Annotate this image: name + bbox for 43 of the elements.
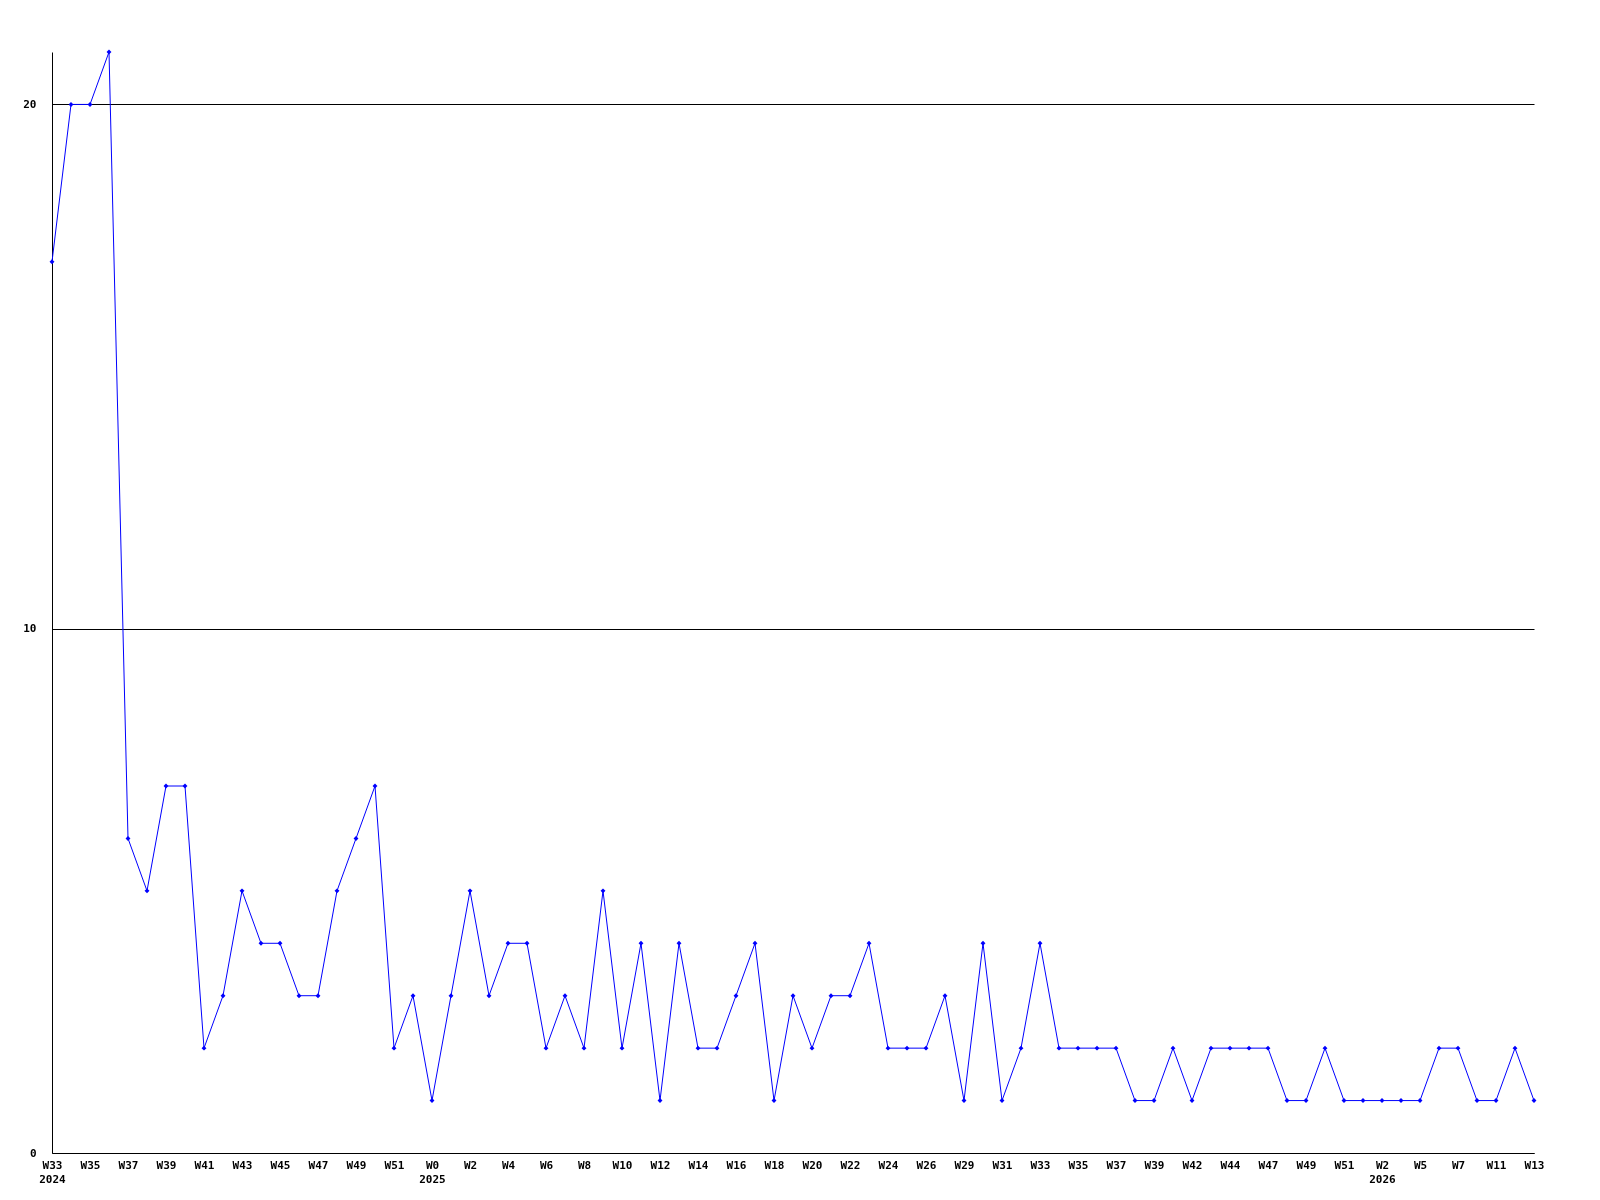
x-tick-label: W7	[1451, 1158, 1466, 1172]
x-tick-label: W42	[1182, 1158, 1203, 1172]
x-tick-label: W24	[878, 1158, 899, 1172]
y-tick-label: 0	[29, 1146, 37, 1160]
y-tick-label: 10	[23, 622, 37, 636]
x-tick-label: W41	[194, 1158, 215, 1172]
x-tick-label: W39	[1144, 1158, 1165, 1172]
x-tick-label: W22	[840, 1158, 861, 1172]
x-tick-label: W12	[650, 1158, 671, 1172]
x-tick-label: W49	[346, 1158, 367, 1172]
x-tick-label: W47	[308, 1158, 329, 1172]
x-tick-label: W11	[1486, 1158, 1507, 1172]
x-tick-label: W29	[954, 1158, 975, 1172]
x-tick-label: W26	[916, 1158, 937, 1172]
x-tick-label: W35	[1068, 1158, 1089, 1172]
x-tick-label: W37	[1106, 1158, 1127, 1172]
x-tick-label: W51	[384, 1158, 405, 1172]
x-tick-label: W18	[764, 1158, 785, 1172]
y-tick-label: 20	[23, 97, 37, 111]
x-tick-label: W43	[232, 1158, 253, 1172]
x-tick-label: W45	[270, 1158, 291, 1172]
x-tick-label: W37	[118, 1158, 139, 1172]
x-tick-label: W6	[539, 1158, 554, 1172]
x-tick-label: W33	[1030, 1158, 1051, 1172]
x-tick-label: W51	[1334, 1158, 1355, 1172]
x-tick-label: W39	[156, 1158, 177, 1172]
x-tick-label: W13	[1524, 1158, 1545, 1172]
x-tick-label: W47	[1258, 1158, 1279, 1172]
x-tick-label: W5	[1413, 1158, 1428, 1172]
x-tick-label: W10	[612, 1158, 633, 1172]
x-tick-label: W14	[688, 1158, 709, 1172]
x-tick-label: W16	[726, 1158, 747, 1172]
x-tick-label: W4	[501, 1158, 516, 1172]
x-tick-label: W35	[80, 1158, 101, 1172]
x-tick-label: W49	[1296, 1158, 1317, 1172]
x-tick-label: W20	[802, 1158, 823, 1172]
x-tick-label: W8	[577, 1158, 592, 1172]
x-tick-label: W33 2024	[39, 1158, 67, 1186]
x-tick-label: W0 2025	[419, 1158, 446, 1186]
x-tick-label: W2 2026	[1369, 1158, 1397, 1186]
x-tick-label: W2	[463, 1158, 478, 1172]
x-tick-label: W31	[992, 1158, 1013, 1172]
x-tick-label: W44	[1220, 1158, 1241, 1172]
